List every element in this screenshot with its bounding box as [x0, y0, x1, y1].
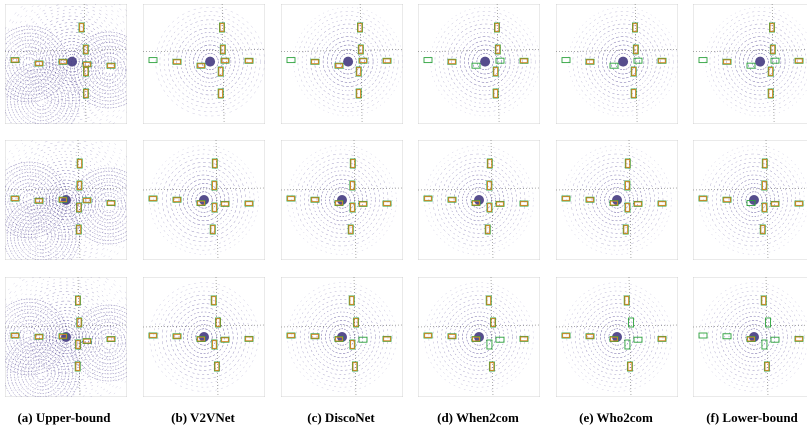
- caption: (e) Who2com: [579, 410, 653, 425]
- panel: [143, 277, 265, 397]
- panel-grid: [0, 0, 807, 411]
- caption: (d) When2com: [437, 410, 519, 425]
- captions: (a) Upper-bound (b) V2VNet (c) DiscoNet …: [17, 410, 798, 425]
- panel: [693, 4, 807, 124]
- caption: (a) Upper-bound: [17, 410, 111, 425]
- panel: [281, 140, 403, 260]
- ego-dense: [755, 57, 765, 67]
- panel: [0, 126, 147, 275]
- panel: [0, 0, 147, 138]
- ego-dense: [749, 195, 759, 205]
- panel: [693, 140, 807, 260]
- panel: [556, 4, 678, 124]
- panel: [693, 277, 807, 397]
- panel: [0, 263, 147, 412]
- panel: [418, 277, 540, 397]
- panel-bg: [556, 4, 678, 124]
- caption: (b) V2VNet: [171, 410, 235, 425]
- figure: (a) Upper-bound (b) V2VNet (c) DiscoNet …: [0, 0, 807, 436]
- ego-dense: [618, 57, 628, 67]
- panel: [281, 277, 403, 397]
- panel: [281, 4, 403, 124]
- panel-bg: [418, 4, 540, 124]
- panel: [143, 4, 265, 124]
- panel: [418, 140, 540, 260]
- panel: [556, 140, 678, 260]
- ego-dense: [343, 57, 353, 67]
- ego-dense: [205, 57, 215, 67]
- panel: [418, 4, 540, 124]
- ego-dense: [67, 57, 77, 67]
- caption: (c) DiscoNet: [307, 410, 375, 425]
- panel: [143, 140, 265, 260]
- caption: (f) Lower-bound: [706, 410, 798, 425]
- panel: [556, 277, 678, 397]
- ego-dense: [480, 57, 490, 67]
